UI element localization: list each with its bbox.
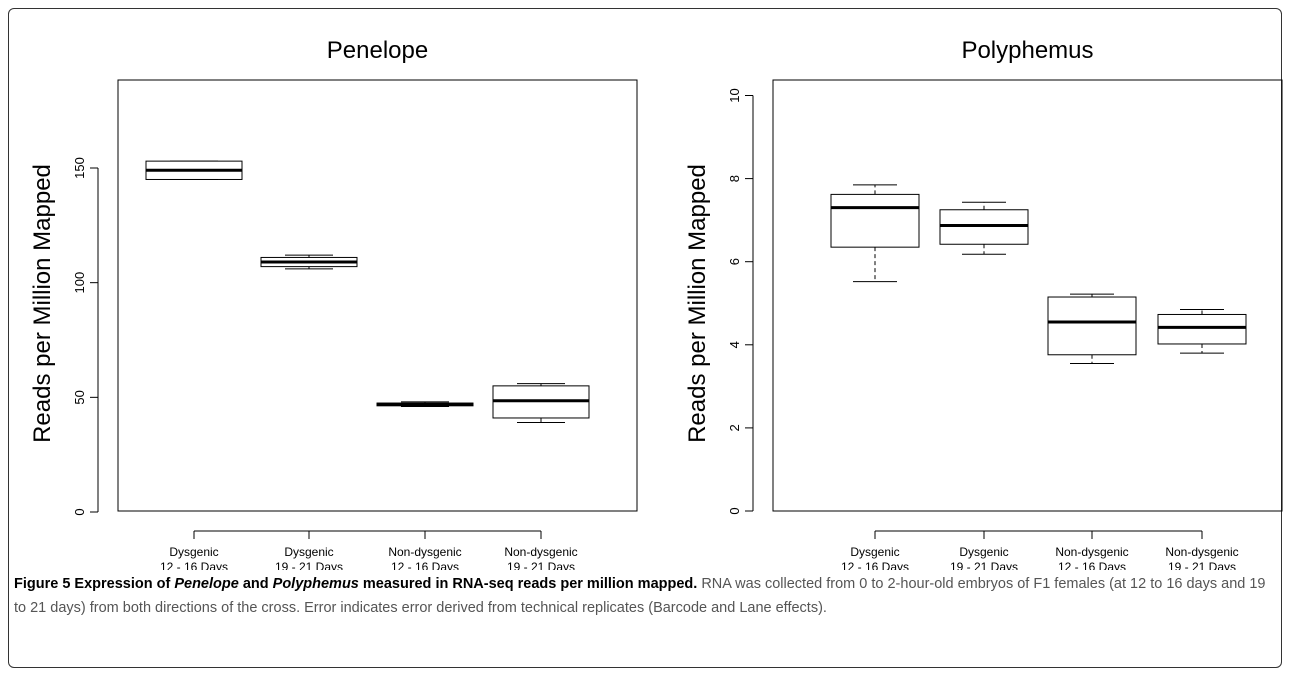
box-plot-3 — [1047, 293, 1137, 364]
y-tick-label: 50 — [72, 390, 87, 404]
y-tick-label: 150 — [72, 157, 87, 179]
box-plot-4 — [492, 383, 590, 424]
box-plot-4 — [1157, 308, 1247, 354]
x-tick-label: Dysgenic 19 - 21 Days — [950, 545, 1018, 570]
plot-area — [117, 79, 638, 512]
x-tick-label: Dysgenic 12 - 16 Days — [160, 545, 228, 570]
y-tick-label: 4 — [727, 341, 742, 348]
y-axis-label: Reads per Million Mapped — [29, 164, 56, 443]
y-axis-label: Reads per Million Mapped — [684, 164, 711, 443]
box-plot-2 — [260, 254, 358, 270]
box-plot-3 — [376, 401, 474, 408]
y-tick-label: 10 — [727, 88, 742, 102]
chart-polyphemus: Polyphemus Reads per Million Mapped 0 2 4 6 8 1… — [684, 37, 1283, 570]
chart-title: Penelope — [327, 37, 428, 64]
figure-caption: Figure 5 Expression of Penelope and Poly… — [14, 573, 1276, 620]
caption-title: Figure 5 Expression of Penelope and Poly… — [14, 576, 698, 592]
x-tick-label: Dysgenic 12 - 16 Days — [841, 545, 909, 570]
x-tick-label: Non-dysgenic 19 - 21 Days — [504, 545, 577, 570]
y-tick-label: 8 — [727, 175, 742, 182]
x-tick-label: Non-dysgenic 19 - 21 Days — [1165, 545, 1238, 570]
chart-title: Polyphemus — [961, 37, 1093, 64]
caption-body: RNA was collected from 0 to 2-hour-old e… — [14, 576, 1266, 616]
y-tick-label: 0 — [72, 508, 87, 515]
chart-penelope: Penelope Reads per Million Mapped 0 50 100 15… — [29, 37, 638, 570]
y-tick-label: 6 — [727, 258, 742, 265]
plot-area — [772, 79, 1283, 512]
y-tick-label: 0 — [727, 507, 742, 514]
x-tick-label: Dysgenic 19 - 21 Days — [275, 545, 343, 570]
iqr-box — [1157, 313, 1247, 345]
box-plot-2 — [939, 201, 1029, 255]
iqr-box — [1047, 296, 1137, 356]
box-plot-1 — [145, 160, 243, 180]
x-tick-label: Non-dysgenic 12 - 16 Days — [388, 545, 461, 570]
iqr-box — [830, 193, 920, 248]
x-tick-label: Non-dysgenic 12 - 16 Days — [1055, 545, 1128, 570]
y-tick-label: 2 — [727, 424, 742, 431]
box-plot-1 — [830, 184, 920, 283]
y-tick-label: 100 — [72, 272, 87, 294]
